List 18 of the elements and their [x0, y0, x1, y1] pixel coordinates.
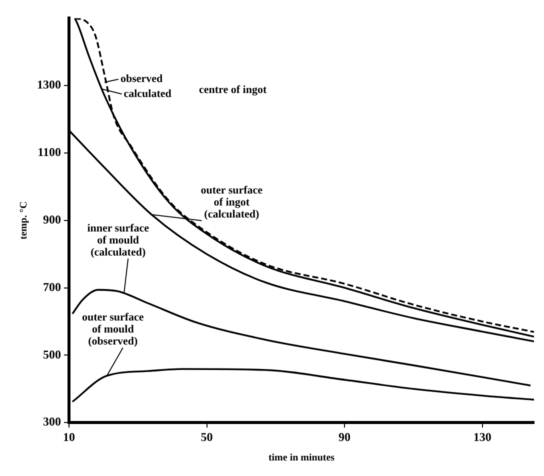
annotation: calculated — [124, 88, 172, 100]
x-tick-label: 90 — [338, 430, 351, 444]
y-tick-label: 1100 — [38, 145, 61, 160]
y-tick-label: 500 — [43, 347, 61, 362]
x-tick-label: 10 — [63, 430, 75, 444]
annotation: centre of ingot — [199, 84, 267, 96]
annotation: inner surface of mould (calculated) — [87, 222, 150, 258]
y-tick-label: 300 — [43, 414, 61, 429]
y-axis-title: temp. °C — [18, 201, 30, 240]
y-tick-label: 900 — [43, 212, 61, 226]
annotation: outer surface of mould (observed) — [82, 312, 144, 348]
y-tick-label: 700 — [43, 280, 61, 294]
x-tick-label: 50 — [200, 430, 213, 444]
annotation: observed — [120, 73, 163, 86]
y-tick-label: 1300 — [37, 78, 61, 92]
annotation: outer surface of ingot (calculated) — [200, 184, 263, 221]
x-tick-label: 130 — [473, 430, 492, 444]
x-axis-title: time in minutes — [268, 452, 335, 464]
